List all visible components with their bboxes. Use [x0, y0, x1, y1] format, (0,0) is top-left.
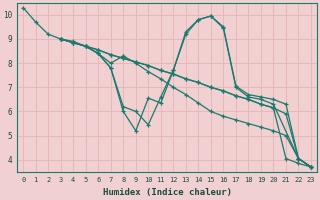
- X-axis label: Humidex (Indice chaleur): Humidex (Indice chaleur): [102, 188, 232, 197]
